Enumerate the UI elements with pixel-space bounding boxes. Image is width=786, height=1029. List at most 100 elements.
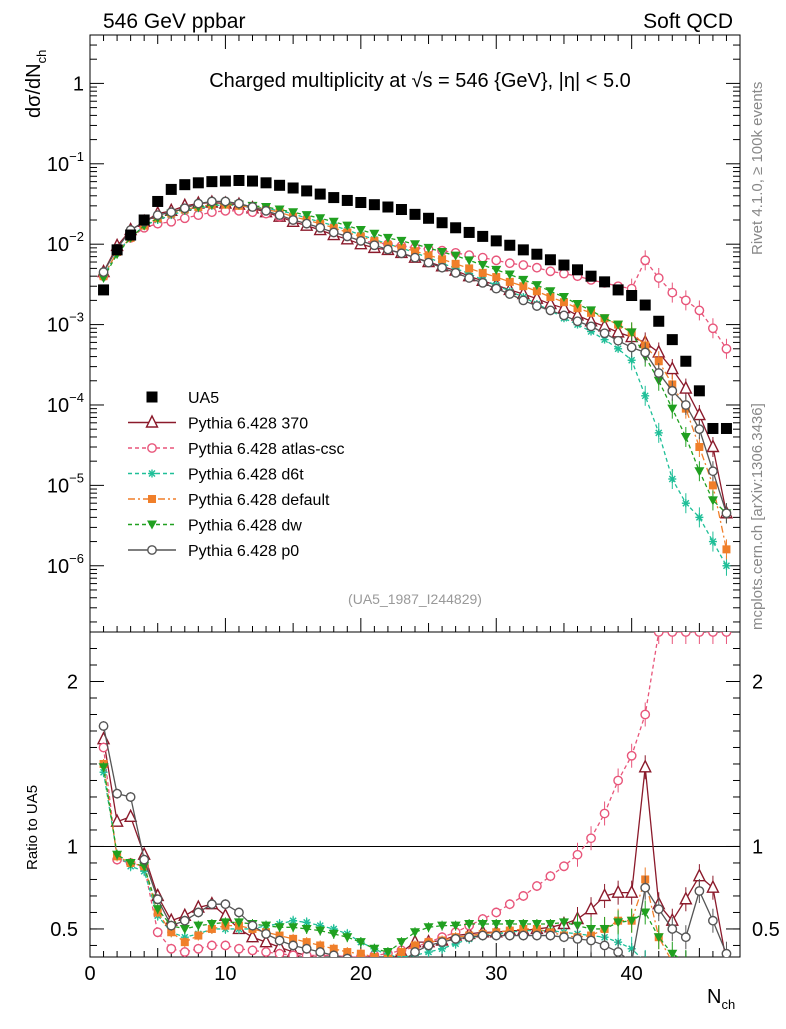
x-tick-label: 40	[621, 963, 643, 985]
legend-label: Pythia 6.428 dw	[188, 518, 302, 535]
ratio-point	[450, 933, 461, 944]
series-point	[342, 231, 353, 242]
data-point	[626, 290, 638, 302]
series-point	[545, 287, 556, 297]
ratio-point	[179, 915, 190, 926]
ratio-point	[667, 924, 678, 934]
series-point	[654, 357, 663, 366]
x-tick-label: 10	[214, 963, 236, 985]
ratio-point	[410, 928, 420, 938]
ratio-point	[355, 938, 366, 948]
series-point	[586, 306, 597, 316]
ratio-point	[261, 947, 271, 957]
series-point	[355, 235, 366, 246]
legend-label: Pythia 6.428 default	[188, 492, 330, 509]
series-point	[626, 342, 637, 353]
data-point	[355, 197, 367, 209]
ratio-point	[206, 899, 217, 910]
ratio-point	[504, 920, 515, 930]
ratio-point	[423, 940, 434, 951]
ratio-point	[599, 940, 610, 951]
legend-label: Pythia 6.428 p0	[188, 543, 299, 560]
ratio-point	[316, 941, 325, 950]
ratio-point	[220, 918, 231, 928]
series-point	[491, 283, 502, 294]
ratio-point	[302, 918, 311, 927]
data-point	[98, 284, 110, 296]
ratio-line	[102, 767, 679, 957]
ratio-point	[342, 953, 352, 957]
ratio-point	[559, 861, 569, 872]
data-point	[247, 175, 258, 187]
ratio-point	[653, 632, 664, 637]
ratio-point	[450, 921, 461, 931]
ratio-point	[245, 929, 260, 943]
series-point	[708, 466, 718, 477]
data-point	[544, 254, 556, 266]
series-point	[722, 561, 731, 570]
data-point	[287, 182, 299, 194]
ratio-point	[206, 940, 217, 951]
ratio-point	[274, 923, 285, 933]
series-point	[665, 360, 679, 375]
ratio-point	[680, 932, 691, 943]
series-point	[274, 205, 285, 215]
ratio-point	[112, 788, 122, 799]
ratio-point	[166, 943, 177, 954]
ratio-point	[491, 930, 502, 941]
ratio-point	[396, 938, 407, 948]
series-point	[464, 256, 475, 266]
ratio-point	[518, 920, 529, 930]
data-point	[152, 195, 164, 207]
ratio-point	[247, 920, 258, 931]
data-point	[125, 229, 137, 241]
ratio-point	[274, 935, 285, 946]
series-point	[437, 247, 448, 257]
series-point	[274, 210, 285, 221]
series-point	[531, 262, 542, 273]
series-point	[519, 282, 528, 291]
series-point	[477, 261, 488, 271]
ratio-point	[179, 924, 190, 934]
ratio-point	[180, 938, 189, 947]
series-point	[98, 267, 109, 277]
legend-entry: Pythia 6.428 370	[128, 414, 308, 433]
legend: UA5 Pythia 6.428 370 Pythia 6.428 atlas-cs…	[128, 390, 345, 560]
ratio-point	[572, 849, 583, 860]
ratio-tick-label-right: 1	[752, 836, 763, 858]
ratio-point	[477, 930, 488, 941]
series-point	[531, 281, 542, 291]
ratio-point	[679, 891, 693, 905]
series-point	[667, 404, 678, 414]
y-tick-label: 10−4	[47, 390, 84, 417]
ratio-point	[477, 920, 488, 930]
ratio-point	[667, 949, 678, 957]
series-point	[694, 424, 705, 435]
ratio-point	[328, 950, 339, 957]
series-point	[559, 310, 569, 321]
series-point	[355, 226, 366, 236]
legend-entry: Pythia 6.428 p0	[128, 543, 299, 560]
data-point	[680, 355, 692, 367]
ratio-point	[626, 916, 637, 926]
series-point	[369, 240, 380, 251]
series-point	[680, 400, 691, 410]
series-point	[477, 277, 488, 288]
series-point	[410, 252, 420, 263]
ratio-point	[382, 948, 393, 957]
data-point	[653, 315, 665, 327]
series-point	[708, 537, 717, 546]
ratio-point	[288, 923, 299, 933]
legend-label: Pythia 6.428 370	[188, 416, 308, 433]
ratio-point	[559, 932, 569, 943]
x-tick-label: 0	[84, 963, 95, 985]
series-point	[424, 251, 433, 260]
data-point	[219, 175, 231, 187]
ratio-tick-label-right: 2	[752, 671, 763, 693]
ratio-point	[640, 882, 651, 893]
data-point	[585, 270, 597, 282]
series-point	[450, 267, 461, 278]
series-point	[627, 356, 636, 365]
data-point	[260, 177, 272, 189]
ratio-tick-label: 1	[67, 836, 78, 858]
